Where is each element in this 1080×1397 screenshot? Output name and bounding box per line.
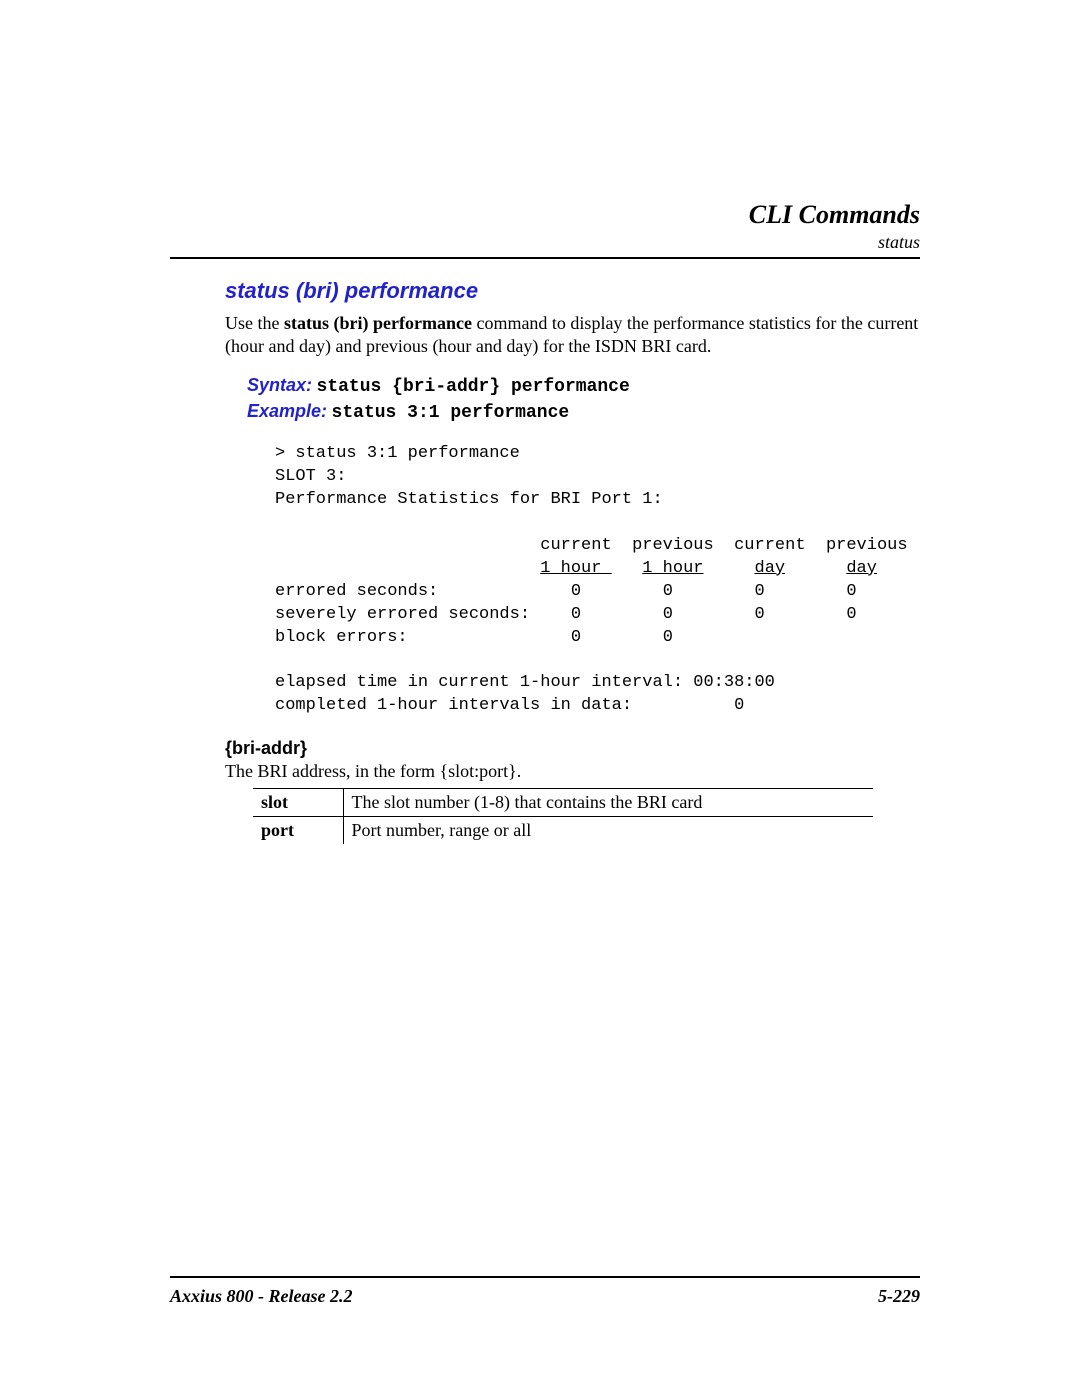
param-name-port: port [253,817,343,845]
term-stats-for: Performance Statistics for BRI Port 1: [275,490,663,509]
example-label: Example: [247,401,327,421]
hdr-previous2: previous [826,536,908,555]
row3-label: block errors: [275,628,408,647]
term-slot: SLOT 3: [275,467,346,486]
row3-v2: 0 [663,628,673,647]
param-heading: {bri-addr} [225,738,920,759]
section-title: status (bri) performance [225,278,920,304]
hdr-current2: current [734,536,805,555]
row2-label: severely errored seconds: [275,605,530,624]
hdr-1hour1: 1 hour [540,559,611,578]
hdr-current1: current [540,536,611,555]
param-name-slot: slot [253,789,343,817]
param-desc-slot: The slot number (1-8) that contains the … [343,789,873,817]
content: status (bri) performance Use the status … [225,278,920,844]
table-row: slot The slot number (1-8) that contains… [253,789,873,817]
footer-rule [170,1276,920,1278]
header-title: CLI Commands [170,200,920,230]
footer-right: 5-229 [878,1286,920,1307]
row1-v4: 0 [846,582,856,601]
row1-v2: 0 [663,582,673,601]
row1-v1: 0 [571,582,581,601]
syntax-line: Syntax: status {bri-addr} performance [247,375,920,397]
footer-row: Axxius 800 - Release 2.2 5-229 [170,1286,920,1307]
param-desc-port: Port number, range or all [343,817,873,845]
term-cmd: > status 3:1 performance [275,444,520,463]
param-table: slot The slot number (1-8) that contains… [253,788,873,844]
syntax-label: Syntax: [247,375,312,395]
completed-label: completed 1-hour intervals in data: [275,696,632,715]
page: CLI Commands status status (bri) perform… [0,0,1080,1397]
hdr-day1: day [755,559,786,578]
table-row: port Port number, range or all [253,817,873,845]
header-subtitle: status [170,232,920,253]
terminal-output: > status 3:1 performance SLOT 3: Perform… [275,443,920,718]
intro-paragraph: Use the status (bri) performance command… [225,312,920,357]
param-desc: The BRI address, in the form {slot:port}… [225,761,920,782]
hdr-previous1: previous [632,536,714,555]
intro-bold-command: status (bri) performance [284,313,472,333]
hdr-day2: day [846,559,877,578]
hdr-1hour2: 1 hour [642,559,703,578]
footer-left: Axxius 800 - Release 2.2 [170,1286,353,1307]
row2-v2: 0 [663,605,673,624]
elapsed-line: elapsed time in current 1-hour interval:… [275,673,775,692]
syntax-value: status {bri-addr} performance [317,377,630,397]
row2-v4: 0 [846,605,856,624]
row1-label: errored seconds: [275,582,438,601]
page-footer: Axxius 800 - Release 2.2 5-229 [170,1276,920,1307]
completed-val: 0 [734,696,744,715]
header-rule [170,257,920,259]
row2-v3: 0 [755,605,765,624]
example-line: Example: status 3:1 performance [247,401,920,423]
row2-v1: 0 [571,605,581,624]
row3-v1: 0 [571,628,581,647]
example-value: status 3:1 performance [332,403,570,423]
intro-prefix: Use the [225,313,284,333]
row1-v3: 0 [755,582,765,601]
page-header: CLI Commands status [170,200,920,259]
